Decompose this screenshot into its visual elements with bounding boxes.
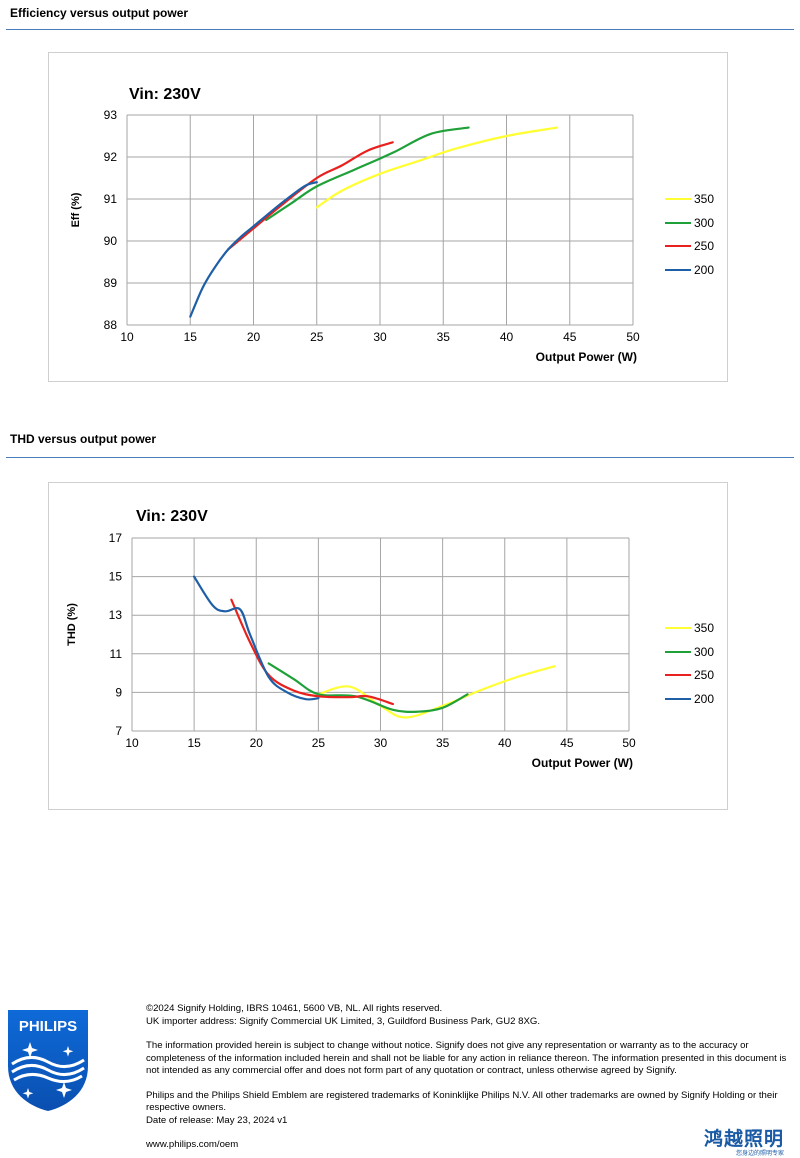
x-tick-label: 40 bbox=[500, 330, 514, 344]
efficiency-chart-svg: 10 15 20 25 30 35 40 45 50 88 89 90 91 92 93 Vin: 230V O… bbox=[70, 86, 640, 364]
legend-label: 200 bbox=[694, 691, 715, 706]
x-tick-label: 50 bbox=[622, 736, 636, 750]
y-tick-label: 13 bbox=[109, 608, 123, 622]
x-tick-label: 45 bbox=[563, 330, 577, 344]
x-tick-label: 30 bbox=[373, 330, 387, 344]
x-tick-label: 35 bbox=[437, 330, 451, 344]
legend-label: 300 bbox=[694, 215, 715, 230]
legend-label: 300 bbox=[694, 644, 715, 659]
y-axis-label: Eff (%) bbox=[70, 192, 82, 227]
legend-swatch bbox=[665, 650, 691, 653]
series-line-300 bbox=[267, 662, 469, 713]
x-axis-label: Output Power (W) bbox=[536, 350, 637, 364]
legend-item-200: 200 bbox=[665, 263, 745, 277]
disclaimer-text: The information provided herein is subje… bbox=[146, 1040, 787, 1076]
thd-section-title: THD versus output power bbox=[10, 432, 157, 446]
y-tick-label: 91 bbox=[104, 192, 118, 206]
x-tick-label: 20 bbox=[250, 736, 264, 750]
y-axis-label: THD (%) bbox=[66, 603, 78, 646]
footer: ©2024 Signify Holding, IBRS 10461, 5600 … bbox=[146, 1003, 794, 1152]
y-tick-label: 89 bbox=[104, 276, 118, 290]
legend-swatch bbox=[665, 268, 691, 271]
y-tick-label: 15 bbox=[109, 570, 123, 584]
y-tick-label: 11 bbox=[110, 647, 123, 661]
x-tick-label: 40 bbox=[498, 736, 512, 750]
series-line-200 bbox=[193, 575, 320, 701]
legend-swatch bbox=[665, 627, 691, 629]
thd-chart: 10 15 20 25 30 35 40 45 50 7 9 11 13 15 17 Vin: 230V Out… bbox=[48, 482, 728, 810]
y-tick-label: 90 bbox=[104, 234, 118, 248]
copyright-text: ©2024 Signify Holding, IBRS 10461, 5600 … bbox=[146, 1003, 443, 1014]
x-tick-label: 25 bbox=[312, 736, 326, 750]
series-line-250 bbox=[230, 598, 394, 706]
x-tick-label: 30 bbox=[374, 736, 388, 750]
legend-swatch bbox=[665, 221, 691, 224]
x-tick-label: 25 bbox=[310, 330, 324, 344]
thd-chart-svg: 10 15 20 25 30 35 40 45 50 7 9 11 13 15 17 Vin: 230V Out… bbox=[66, 508, 636, 770]
legend-label: 350 bbox=[694, 192, 715, 206]
legend-item-350: 350 bbox=[665, 192, 745, 206]
series-line-200 bbox=[189, 181, 318, 318]
legend-swatch bbox=[665, 674, 691, 676]
legend-swatch bbox=[665, 198, 691, 200]
legend-label: 200 bbox=[694, 262, 715, 277]
series-line-350 bbox=[315, 126, 559, 209]
legend-item-300: 300 bbox=[665, 216, 745, 230]
legend-item-350: 350 bbox=[665, 621, 745, 635]
y-tick-label: 7 bbox=[115, 724, 122, 738]
chart-title: Vin: 230V bbox=[136, 508, 208, 525]
series-line-300 bbox=[265, 126, 470, 222]
website-link[interactable]: www.philips.com/oem bbox=[146, 1139, 239, 1150]
y-tick-label: 93 bbox=[104, 108, 118, 122]
legend-item-250: 250 bbox=[665, 239, 745, 253]
chart-title: Vin: 230V bbox=[129, 86, 201, 103]
x-tick-label: 20 bbox=[247, 330, 261, 344]
trademark-text: Philips and the Philips Shield Emblem ar… bbox=[146, 1089, 778, 1114]
legend-swatch bbox=[665, 697, 691, 700]
legend-item-200: 200 bbox=[665, 692, 745, 706]
x-tick-label: 15 bbox=[187, 736, 201, 750]
legend-label: 350 bbox=[694, 621, 715, 635]
series-line-250 bbox=[227, 141, 394, 251]
release-date: Date of release: May 23, 2024 v1 bbox=[146, 1114, 288, 1126]
y-tick-label: 92 bbox=[104, 150, 118, 164]
x-tick-label: 35 bbox=[436, 736, 450, 750]
watermark-tagline: 您身边的照明专家 bbox=[736, 1150, 785, 1157]
x-tick-label: 45 bbox=[560, 736, 574, 750]
x-tick-label: 50 bbox=[626, 330, 640, 344]
efficiency-section-title: Efficiency versus output power bbox=[10, 6, 189, 20]
legend-item-300: 300 bbox=[665, 645, 745, 659]
importer-address: UK importer address: Signify Commercial … bbox=[146, 1015, 541, 1027]
philips-wordmark: PHILIPS bbox=[19, 1018, 77, 1035]
x-axis-label: Output Power (W) bbox=[532, 756, 633, 770]
x-tick-label: 10 bbox=[120, 330, 134, 344]
legend-swatch bbox=[665, 245, 691, 247]
x-tick-label: 10 bbox=[125, 736, 139, 750]
series-line-350 bbox=[317, 665, 556, 719]
legend-label: 250 bbox=[694, 239, 715, 253]
legend-item-250: 250 bbox=[665, 668, 745, 682]
y-tick-label: 17 bbox=[109, 531, 123, 545]
x-tick-label: 15 bbox=[184, 330, 198, 344]
y-tick-label: 88 bbox=[104, 318, 118, 332]
section-divider bbox=[6, 29, 794, 30]
watermark-brand: 鸿越照明 bbox=[704, 1128, 785, 1150]
legend-label: 250 bbox=[694, 668, 715, 682]
section-divider bbox=[6, 457, 794, 458]
philips-logo: PHILIPS bbox=[6, 1008, 90, 1112]
efficiency-chart: 10 15 20 25 30 35 40 45 50 88 89 90 91 92 93 Vin: 230V O… bbox=[48, 52, 728, 382]
y-tick-label: 9 bbox=[115, 685, 122, 699]
